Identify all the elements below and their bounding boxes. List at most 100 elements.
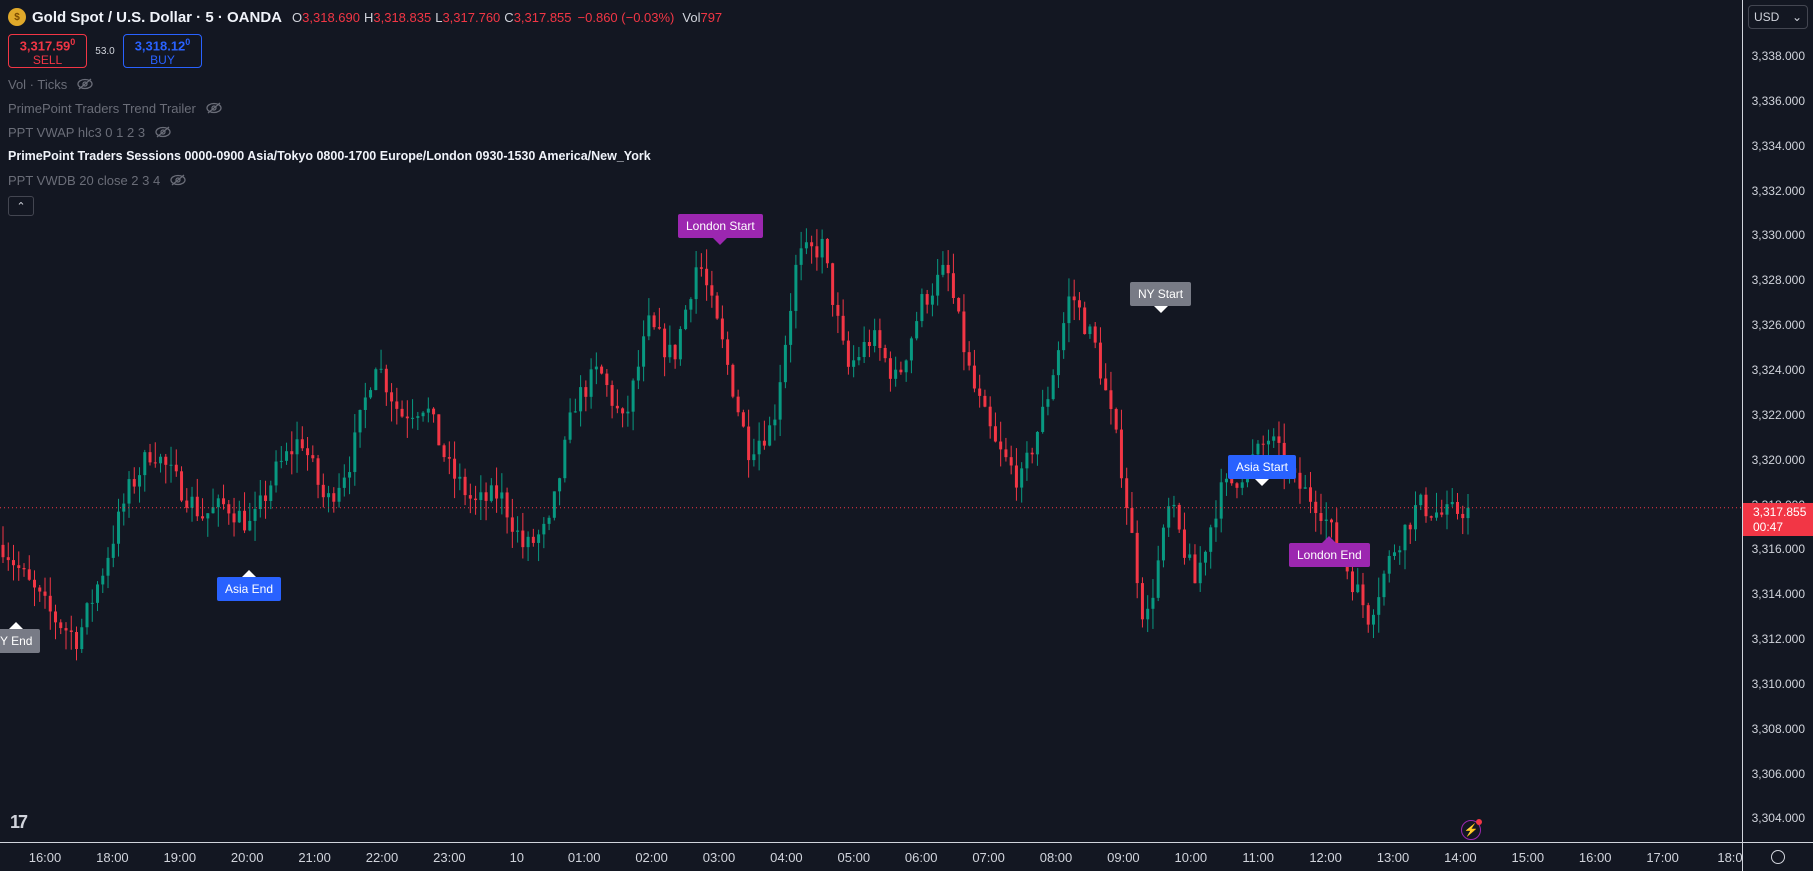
- indicator-vwdb[interactable]: PPT VWDB 20 close 2 3 4: [8, 168, 724, 192]
- candle: [757, 422, 761, 471]
- candle: [274, 450, 278, 493]
- time-tick: 14:00: [1444, 850, 1477, 865]
- candlestick-chart[interactable]: [0, 0, 1742, 842]
- candle: [106, 547, 110, 589]
- indicator-label: Vol · Ticks: [8, 76, 68, 92]
- eye-hidden-icon[interactable]: [77, 78, 93, 90]
- candle: [579, 375, 583, 427]
- candle: [720, 305, 724, 349]
- candle: [531, 528, 535, 547]
- candle: [222, 484, 226, 510]
- time-tick: 16:00: [1578, 850, 1612, 865]
- candle: [951, 253, 955, 304]
- candle: [1014, 448, 1018, 501]
- trade-buttons: 3,317.590 SELL 53.0 3,318.120 BUY: [8, 34, 724, 68]
- currency-select[interactable]: USD ⌄: [1748, 5, 1808, 29]
- candle: [337, 473, 341, 508]
- chart-legend: $ Gold Spot / U.S. Dollar · 5 · OANDA O 3…: [8, 6, 724, 216]
- candle: [573, 398, 577, 413]
- eye-hidden-icon[interactable]: [206, 102, 222, 114]
- candle: [1240, 477, 1244, 496]
- candle: [621, 407, 625, 428]
- candle: [594, 352, 598, 385]
- gold-coin-icon[interactable]: $: [8, 8, 26, 26]
- indicator-vol-ticks[interactable]: Vol · Ticks: [8, 72, 724, 96]
- candle: [862, 326, 866, 364]
- candle: [521, 512, 525, 559]
- candle: [715, 292, 719, 320]
- price-tick: 3,308.000: [1751, 721, 1805, 736]
- candle: [390, 383, 394, 422]
- candle: [978, 374, 982, 408]
- candle: [122, 493, 126, 526]
- candle: [64, 622, 68, 650]
- time-tick: 18:00: [96, 850, 129, 865]
- candle: [101, 568, 105, 593]
- eye-hidden-icon[interactable]: [170, 174, 186, 186]
- indicator-sessions[interactable]: PrimePoint Traders Sessions 0000-0900 As…: [8, 144, 724, 168]
- settings-icon[interactable]: [1771, 850, 1785, 864]
- candle: [1361, 572, 1365, 618]
- candle: [983, 389, 987, 408]
- candle: [799, 231, 803, 281]
- candle: [804, 228, 808, 255]
- candle: [810, 235, 814, 264]
- candle: [589, 358, 593, 409]
- candle: [699, 253, 703, 277]
- candle: [1182, 512, 1186, 565]
- candle: [731, 363, 735, 399]
- candle: [395, 387, 399, 425]
- candle: [327, 485, 331, 513]
- candle: [615, 389, 619, 414]
- candle: [689, 297, 693, 323]
- candle: [17, 551, 21, 581]
- volume-value: 797: [700, 9, 723, 25]
- candle: [726, 331, 730, 375]
- time-tick: 12:00: [1309, 850, 1342, 865]
- candle: [75, 626, 79, 661]
- eye-hidden-icon[interactable]: [155, 126, 171, 138]
- candle: [768, 416, 772, 447]
- candle: [1135, 520, 1139, 599]
- candle: [1035, 431, 1039, 466]
- candle: [946, 250, 950, 292]
- price-tick: 3,312.000: [1751, 632, 1805, 647]
- chart-pane[interactable]: [0, 0, 1742, 842]
- candle: [1062, 312, 1066, 359]
- collapse-legend-button[interactable]: ⌃: [8, 196, 34, 216]
- lightning-bolt-icon[interactable]: ⚡: [1461, 819, 1482, 840]
- buy-button[interactable]: 3,318.120 BUY: [123, 34, 202, 68]
- candle: [1067, 278, 1071, 343]
- candle: [899, 361, 903, 375]
- candle: [878, 318, 882, 361]
- indicator-vwap[interactable]: PPT VWAP hlc3 0 1 2 3: [8, 120, 724, 144]
- open-label: O: [292, 9, 303, 25]
- candle: [820, 229, 824, 274]
- candle: [227, 499, 231, 525]
- symbol-title[interactable]: Gold Spot / U.S. Dollar · 5 · OANDA: [32, 8, 283, 26]
- candle: [300, 426, 304, 451]
- sell-label: SELL: [32, 53, 63, 68]
- time-tick: 19:00: [163, 850, 197, 865]
- price-axis[interactable]: USD ⌄ 3,338.000 3,336.000 3,334.000 3,332.0…: [1742, 0, 1813, 842]
- candle: [243, 492, 247, 534]
- tradingview-logo[interactable]: 17: [10, 812, 28, 832]
- candle: [558, 477, 562, 506]
- sell-price: 3,317.59: [19, 38, 71, 54]
- candle: [584, 380, 588, 412]
- candle: [1440, 499, 1444, 518]
- candle: [148, 443, 152, 466]
- candle: [206, 513, 210, 537]
- candle: [442, 443, 446, 462]
- candle: [1398, 545, 1402, 565]
- sell-button[interactable]: 3,317.590 SELL: [8, 34, 87, 68]
- candle: [678, 326, 682, 366]
- candle: [510, 498, 514, 548]
- candle: [1140, 577, 1144, 628]
- indicator-trend-trailer[interactable]: PrimePoint Traders Trend Trailer: [8, 96, 724, 120]
- candle: [773, 404, 777, 441]
- candle: [416, 411, 420, 430]
- time-tick: 10: [509, 850, 525, 865]
- time-axis[interactable]: 16:00 18:00 19:00 20:00 21:00 22:00 23:00 10 01:…: [0, 842, 1743, 871]
- candle: [1224, 473, 1228, 496]
